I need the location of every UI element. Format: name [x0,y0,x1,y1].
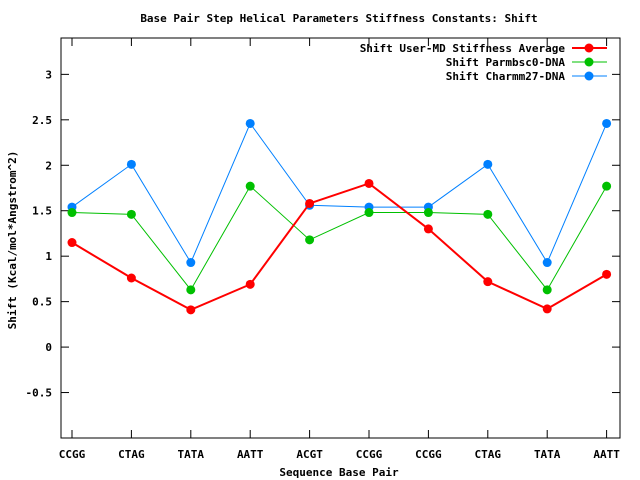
data-point [67,208,77,218]
data-point [186,305,196,315]
data-point [245,181,255,191]
data-point [602,181,612,191]
data-point [126,159,136,169]
legend-marker [584,57,594,67]
data-point [67,238,77,248]
data-point [423,224,433,234]
legend-marker [584,43,594,53]
y-tick-label: 0.5 [32,296,52,309]
data-point [483,159,493,169]
data-point [542,304,552,314]
data-point [542,285,552,295]
y-tick-label: 1 [45,250,52,263]
data-point [602,269,612,279]
x-tick-label: CCGG [356,448,383,461]
y-tick-label: 0 [45,341,52,354]
y-tick-label: 2.5 [32,114,52,127]
y-tick-label: 1.5 [32,205,52,218]
series-0 [67,178,612,315]
data-point [305,235,315,245]
legend-label: Shift User-MD Stiffness Average [360,42,566,55]
data-point [186,258,196,268]
data-point [364,208,374,218]
x-tick-label: CTAG [475,448,502,461]
plot-frame [60,37,621,439]
data-point [245,279,255,289]
series-line [71,182,608,311]
x-axis-label: Sequence Base Pair [279,466,399,479]
data-point [423,208,433,218]
data-point [186,285,196,295]
x-tick-label: AATT [593,448,620,461]
x-axis: CCGG CTAG TATA AATT ACGT CCGG CCGG CTAG TATA AATT [59,38,620,461]
legend-marker [584,71,594,81]
data-point [542,258,552,268]
data-point [602,118,612,128]
data-point [126,273,136,283]
x-tick-label: AATT [237,448,264,461]
data-point [364,178,374,188]
series-line [71,185,608,291]
legend-label: Shift Charmm27-DNA [446,70,566,83]
data-point [126,209,136,219]
x-tick-label: ACGT [296,448,323,461]
y-tick-label: -0.5 [26,387,53,400]
x-tick-label: TATA [534,448,561,461]
series-1 [67,181,612,295]
data-point [245,118,255,128]
x-tick-label: CCGG [415,448,442,461]
data-point [483,277,493,287]
y-tick-label: 3 [45,68,52,81]
x-tick-label: TATA [178,448,205,461]
x-tick-label: CCGG [59,448,86,461]
y-tick-label: 2 [45,159,52,172]
legend-label: Shift Parmbsc0-DNA [446,56,566,69]
series-layer [67,118,612,315]
chart-title: Base Pair Step Helical Parameters Stiffn… [140,12,537,25]
data-point [483,209,493,219]
y-axis: -0.5 0 0.5 1 1.5 2 2.5 3 [26,68,620,400]
x-tick-label: CTAG [118,448,145,461]
y-axis-label: Shift (Kcal/mol*Angstrom^2) [6,151,19,330]
series-line [71,122,608,264]
data-point [305,198,315,208]
